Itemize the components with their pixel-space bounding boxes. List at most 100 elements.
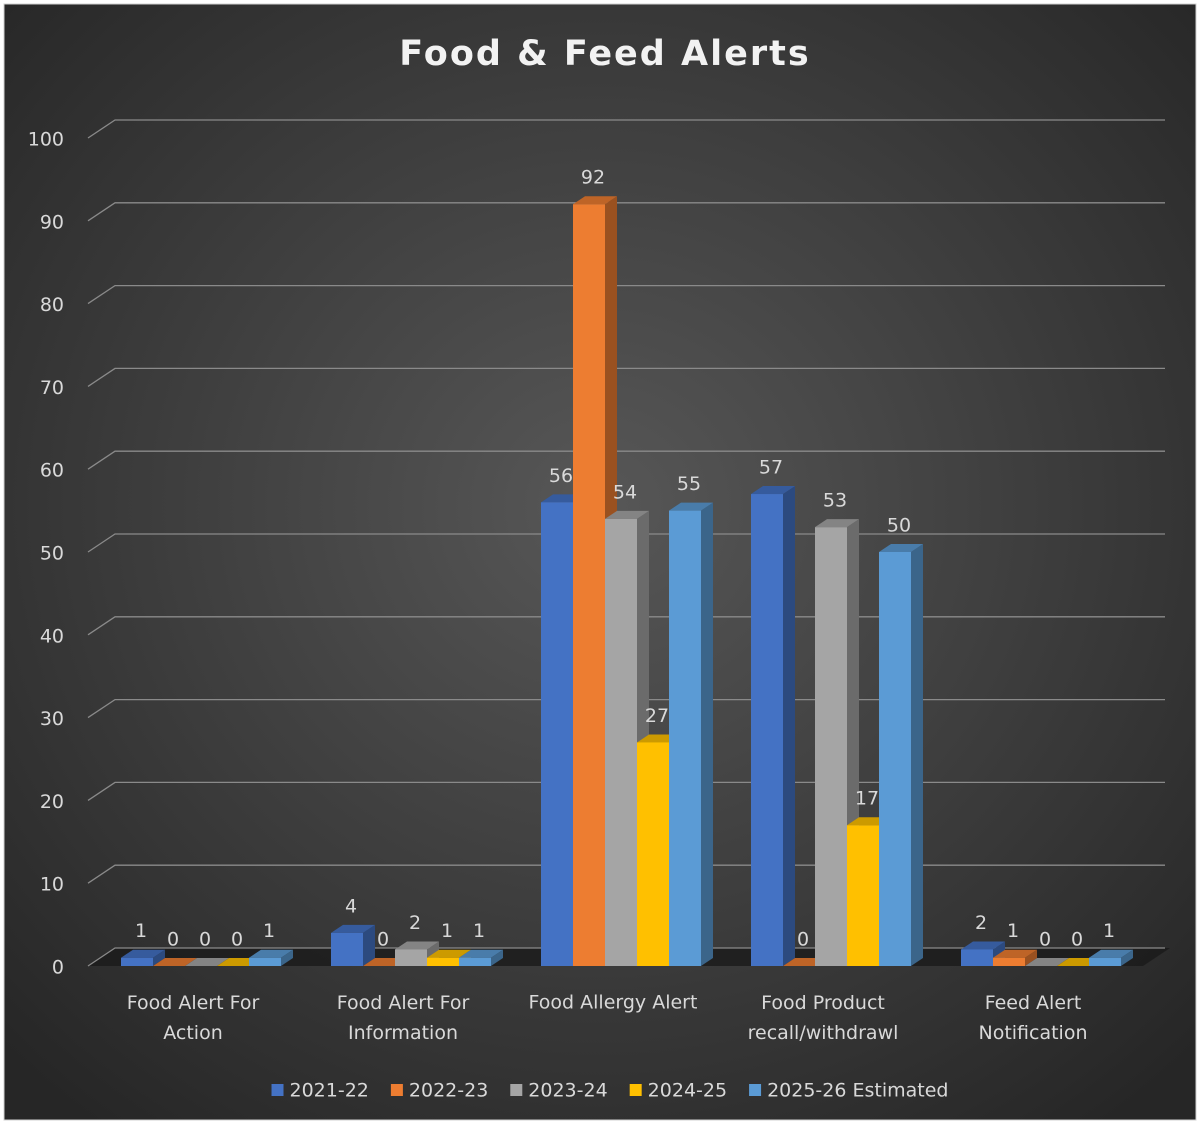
legend-swatch <box>510 1084 523 1096</box>
y-tick-label: 50 <box>40 543 64 565</box>
y-tick-label: 0 <box>52 957 64 979</box>
legend-swatch <box>390 1084 403 1096</box>
data-label: 1 <box>1007 920 1019 942</box>
bar-front <box>961 949 993 966</box>
bar-front <box>121 957 153 966</box>
data-label: 0 <box>167 929 179 951</box>
bar-front <box>879 552 911 966</box>
bar-top <box>1089 949 1133 958</box>
x-tick-label: Food Allergy Alert <box>529 992 698 1014</box>
y-tick-label: 20 <box>40 791 64 813</box>
grid-line <box>87 284 1165 305</box>
legend-item: 2024-25 <box>629 1080 727 1102</box>
data-label: 0 <box>797 929 809 951</box>
bar-top <box>993 949 1037 958</box>
y-tick-label: 90 <box>40 211 64 233</box>
bar-front <box>993 957 1025 966</box>
legend-swatch <box>749 1084 762 1096</box>
bar-top <box>879 544 923 552</box>
bar-top <box>605 510 649 519</box>
bar <box>669 502 713 966</box>
data-label: 1 <box>263 920 275 942</box>
data-label: 2 <box>975 912 987 934</box>
bar-side <box>1121 949 1133 966</box>
data-label: 55 <box>677 473 701 495</box>
data-label: 57 <box>759 457 783 479</box>
bar-top <box>153 958 197 966</box>
y-tick-label: 40 <box>40 625 64 647</box>
data-label: 1 <box>473 920 485 942</box>
bar-top <box>249 949 293 958</box>
grid-line <box>87 367 1165 387</box>
legend-swatch <box>271 1084 284 1096</box>
bar-front <box>459 957 491 966</box>
grid-line <box>87 202 1165 222</box>
data-label: 17 <box>855 788 879 810</box>
bar-side <box>701 502 713 966</box>
legend-item: 2021-22 <box>271 1080 369 1102</box>
bar-front <box>331 932 363 966</box>
bar <box>153 958 197 966</box>
bar <box>249 949 293 966</box>
data-label: 1 <box>1103 920 1115 942</box>
bar-front <box>847 825 879 966</box>
bar-side <box>363 924 375 966</box>
grid-line <box>87 450 1165 470</box>
bar-front <box>573 204 605 967</box>
data-label: 92 <box>581 167 605 189</box>
bar-front <box>249 957 281 966</box>
bar-side <box>153 949 165 966</box>
data-label: 0 <box>1039 929 1051 951</box>
legend-item: 2023-24 <box>510 1080 608 1102</box>
y-tick-label: 10 <box>40 874 64 896</box>
data-label: 50 <box>887 515 911 537</box>
bar-top <box>815 519 859 528</box>
data-label: 1 <box>441 920 453 942</box>
chart-title: Food & Feed Alerts <box>399 34 810 74</box>
bar <box>185 958 229 966</box>
bar <box>879 544 923 966</box>
legend-label: 2024-25 <box>648 1080 727 1102</box>
bar <box>751 486 795 966</box>
data-label: 0 <box>199 929 211 951</box>
bar <box>1089 949 1133 966</box>
bar-top <box>573 196 617 205</box>
bar <box>1025 958 1069 966</box>
bar-side <box>1025 949 1037 966</box>
x-tick-label: Feed Alert Notification <box>978 992 1087 1044</box>
bar-front <box>1089 957 1121 966</box>
data-label: 27 <box>645 705 669 727</box>
data-label: 0 <box>377 929 389 951</box>
bar-top <box>1025 958 1069 966</box>
bar-top <box>331 924 375 933</box>
bar-front <box>669 510 701 966</box>
bar-front <box>605 518 637 966</box>
bar-top <box>427 949 471 958</box>
legend-label: 2023-24 <box>528 1080 607 1102</box>
legend-item: 2022-23 <box>390 1080 488 1102</box>
bar-front <box>541 502 573 966</box>
bar <box>121 949 165 966</box>
legend-label: 2022-23 <box>409 1080 488 1102</box>
data-label: 54 <box>613 481 637 503</box>
bar-front <box>751 494 783 966</box>
bar-side <box>491 949 503 966</box>
bar <box>459 949 503 966</box>
bar-side <box>783 486 795 966</box>
data-label: 4 <box>345 895 357 917</box>
bar-front <box>637 742 669 966</box>
x-tick-label: Food Alert For Action <box>127 992 260 1044</box>
bar-top <box>395 941 439 950</box>
legend-label: 2025-26 Estimated <box>767 1080 948 1102</box>
bar-top <box>751 486 795 495</box>
bar-top <box>185 958 229 966</box>
bar-top <box>121 949 165 958</box>
bar <box>331 924 375 966</box>
legend-label: 2021-22 <box>290 1080 369 1102</box>
legend-swatch <box>629 1084 642 1096</box>
bar-top <box>459 949 503 958</box>
bar-front <box>427 957 459 966</box>
bar-top <box>961 941 1005 950</box>
